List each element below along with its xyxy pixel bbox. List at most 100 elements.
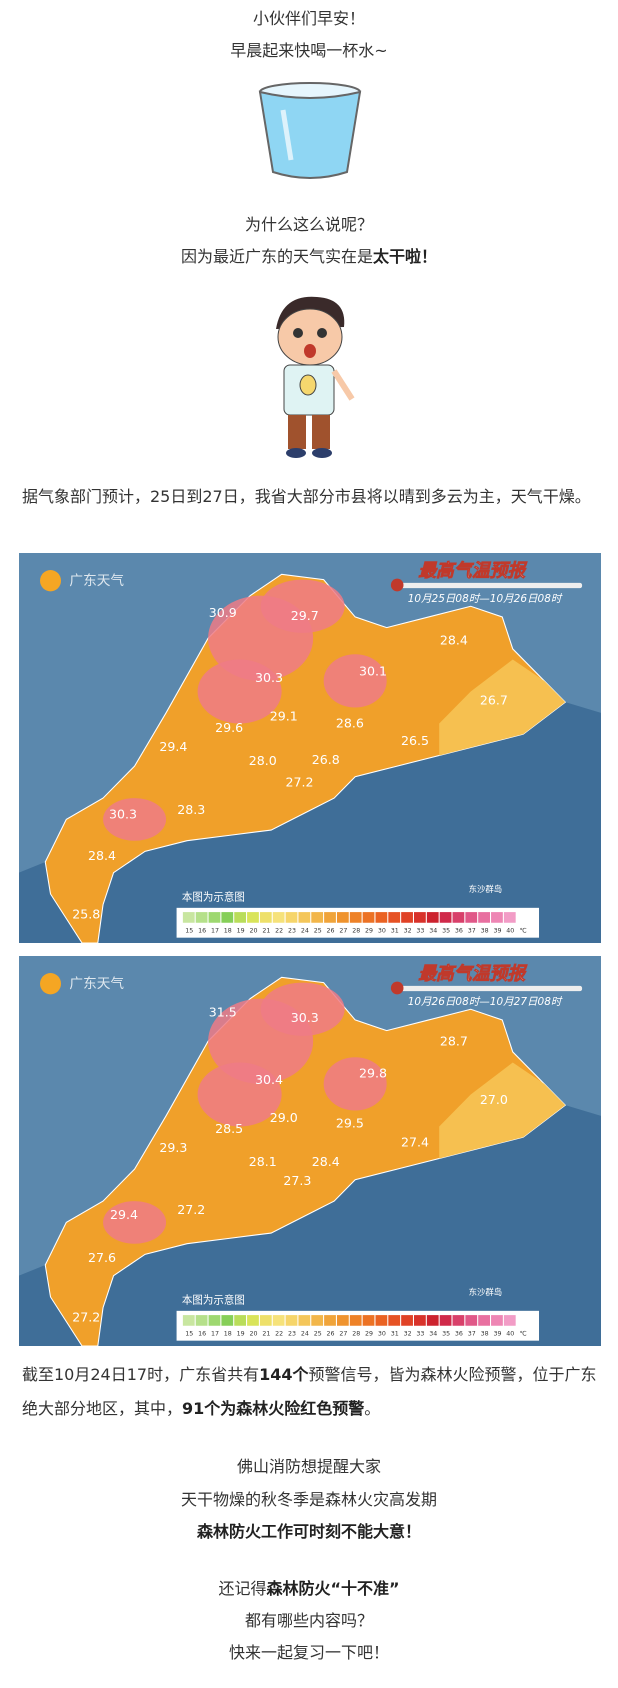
legend-value: 40 xyxy=(506,1330,514,1337)
question-line: 为什么这么说呢？ xyxy=(244,215,373,234)
text: 预警信号，皆为森林火险预警，位于广东绝大部分地区，其中， xyxy=(22,1365,597,1418)
temperature-label: 30.9 xyxy=(209,605,237,620)
legend-swatch xyxy=(452,912,465,923)
legend-value: 33 xyxy=(416,927,424,934)
hot-zone xyxy=(260,579,345,633)
legend-value: 24 xyxy=(301,927,309,934)
legend-swatch xyxy=(349,912,362,923)
bold-text: 144个 xyxy=(259,1365,309,1384)
temperature-label: 27.2 xyxy=(72,1309,100,1324)
legend-swatch xyxy=(298,1315,311,1326)
province xyxy=(44,573,567,943)
legend-value: 31 xyxy=(391,927,399,934)
text: 截至10月24日17时，广东省共有 xyxy=(22,1365,260,1384)
legend-swatch xyxy=(336,912,349,923)
map-period: 10月25日08时—10月26日08时 xyxy=(408,593,563,605)
land-north xyxy=(19,956,601,1276)
temperature-label: 28.6 xyxy=(336,716,364,731)
legend-value: 32 xyxy=(404,927,412,934)
legend-swatch xyxy=(272,1315,285,1326)
legend-value: 31 xyxy=(391,1330,399,1337)
legend-swatch xyxy=(465,912,478,923)
temperature-label: 29.7 xyxy=(291,608,319,623)
hot-zone xyxy=(197,659,282,724)
legend-value: 15 xyxy=(185,927,193,934)
legend-swatch xyxy=(439,1315,452,1326)
closing-line: 都有哪些内容吗？ xyxy=(244,1611,373,1630)
east-region xyxy=(439,1062,566,1159)
legend-value: 18 xyxy=(224,1330,232,1337)
legend-value: 38 xyxy=(481,927,489,934)
hot-zone xyxy=(197,1062,282,1127)
legend-swatch xyxy=(375,912,388,923)
legend-swatch xyxy=(349,1315,362,1326)
temperature-label: 27.4 xyxy=(401,1135,429,1150)
temperature-label: 28.4 xyxy=(312,1154,340,1169)
legend-value: 15 xyxy=(185,1330,193,1337)
legend-value: 23 xyxy=(288,927,296,934)
thermometer-bulb xyxy=(390,981,404,995)
legend-swatch xyxy=(311,1315,324,1326)
legend-unit: ℃ xyxy=(520,1330,527,1337)
legend-swatch xyxy=(324,1315,336,1326)
brand-logo xyxy=(40,973,62,995)
bold-text: “十不准” xyxy=(330,1579,400,1598)
land-north xyxy=(19,553,601,873)
text: 还记得 xyxy=(218,1579,267,1598)
legend-value: 33 xyxy=(416,1330,424,1337)
temperature-label: 27.3 xyxy=(283,1173,311,1188)
legend-swatch xyxy=(195,1315,208,1326)
legend-value: 17 xyxy=(211,927,219,934)
legend-value: 28 xyxy=(352,1330,360,1337)
bold-text: 森林防火工作可时刻不能大意！ xyxy=(196,1522,421,1541)
legend-swatch xyxy=(465,1315,478,1326)
legend-value: 16 xyxy=(198,927,206,934)
legend-swatch xyxy=(285,1315,298,1326)
temperature-label: 30.3 xyxy=(291,1010,319,1025)
temperature-label: 28.0 xyxy=(249,753,277,768)
legend-swatch xyxy=(503,912,516,923)
map-note: 本图为示意图 xyxy=(182,1293,245,1306)
temperature-label: 28.7 xyxy=(440,1033,468,1048)
temperature-label: 29.5 xyxy=(336,1115,364,1130)
temperature-label: 28.4 xyxy=(88,848,116,863)
legend-swatch xyxy=(478,912,490,923)
legend-swatch xyxy=(259,1315,272,1326)
legend-value: 22 xyxy=(275,927,283,934)
legend-swatch xyxy=(452,1315,465,1326)
legend-value: 19 xyxy=(237,1330,245,1337)
legend-swatch xyxy=(491,1315,503,1326)
closing-line: 快来一起复习一下吧！ xyxy=(228,1643,389,1662)
legend-value: 25 xyxy=(314,927,322,934)
temperature-label: 29.4 xyxy=(110,1207,138,1222)
temperature-label: 29.4 xyxy=(159,739,187,754)
closing-line: 还记得森林防火“十不准” xyxy=(0,1578,618,1600)
province xyxy=(44,976,567,1346)
legend-swatch xyxy=(503,1315,516,1326)
island-label: 东沙群岛 xyxy=(469,1287,503,1297)
legend-swatch xyxy=(247,1315,259,1326)
legend-value: 29 xyxy=(365,927,373,934)
temperature-label: 29.1 xyxy=(270,708,298,723)
legend-swatch xyxy=(234,1315,247,1326)
legend-value: 26 xyxy=(327,927,335,934)
legend-value: 30 xyxy=(378,1330,386,1337)
bold-text: 太干啦！ xyxy=(373,247,438,266)
temperature-label: 30.1 xyxy=(359,663,387,678)
east-region xyxy=(439,659,566,756)
legend-swatch xyxy=(375,1315,388,1326)
legend-value: 17 xyxy=(211,1330,219,1337)
map-brand: 广东天气 xyxy=(69,976,124,992)
legend-swatch xyxy=(259,912,272,923)
legend-swatch xyxy=(414,1315,426,1326)
legend-value: 26 xyxy=(327,1330,335,1337)
intro-line: 小伙伴们早安！ xyxy=(252,9,365,28)
temperature-map: 广东天气 最高气温预报 10月26日08时—10月27日08时 31.5 30.3 28.… xyxy=(19,956,601,1346)
temperature-label: 28.1 xyxy=(249,1154,277,1169)
temperature-label: 28.3 xyxy=(177,802,205,817)
legend-swatch xyxy=(362,912,375,923)
legend-value: 40 xyxy=(506,927,514,934)
map-period: 10月26日08时—10月27日08时 xyxy=(408,996,563,1008)
map-title: 最高气温预报 xyxy=(418,963,528,984)
temperature-label: 28.4 xyxy=(440,633,468,648)
